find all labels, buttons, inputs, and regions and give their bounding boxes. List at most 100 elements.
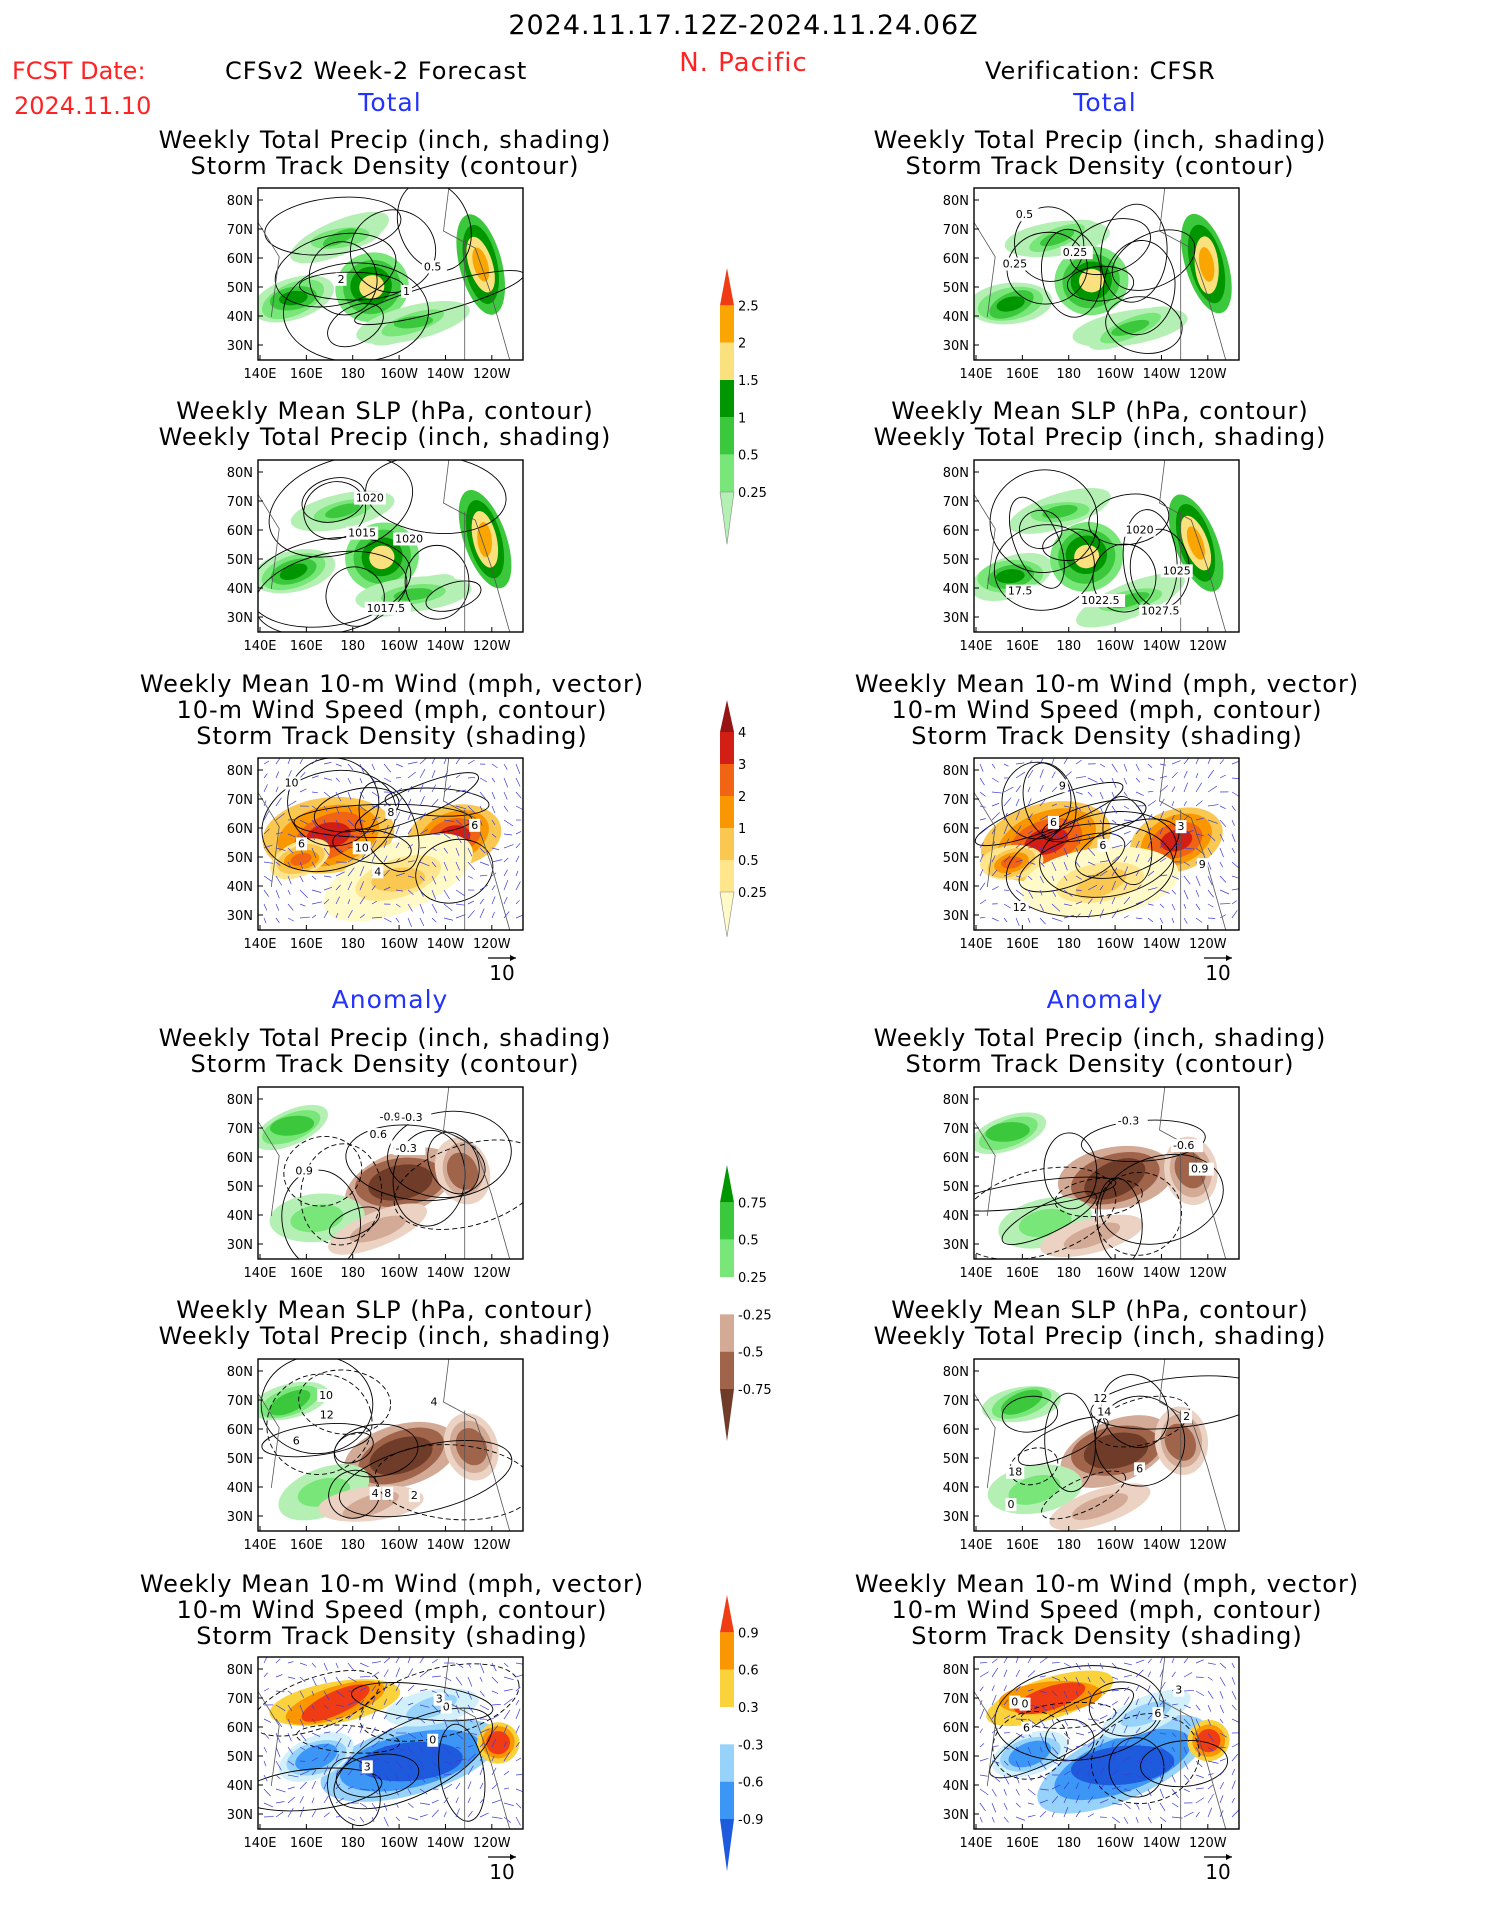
wind-vector [287, 1661, 294, 1664]
contour-label-box [282, 776, 301, 790]
contour-label-box [1005, 1498, 1017, 1512]
contour-label-box [1173, 1683, 1185, 1697]
wind-vector [479, 777, 487, 783]
wind-vector [443, 1797, 449, 1804]
contour-line [354, 270, 523, 326]
wind-vector [1015, 917, 1020, 927]
wind-vector [371, 777, 377, 784]
vector-ref-arrowhead [1226, 955, 1232, 961]
y-tick-label: 80N [943, 194, 969, 209]
wind-vector [1075, 847, 1080, 855]
wind-vector [467, 847, 473, 857]
shading-blob [1024, 827, 1069, 856]
y-tick-label: 40N [227, 310, 253, 325]
wind-vector [275, 1718, 283, 1728]
wind-vector [1147, 777, 1155, 781]
contour-label: 6 [293, 1435, 300, 1448]
wind-vector [479, 908, 485, 919]
panel-title-fc-anom-slp: Weekly Mean SLP (hPa, contour) Weekly Tot… [158, 1296, 612, 1350]
y-tick-label: 50N [943, 281, 969, 296]
wind-vector [347, 867, 355, 877]
contour-line [427, 1131, 480, 1195]
x-tick-label: 120W [473, 937, 511, 952]
wind-vector [1123, 1725, 1128, 1734]
wind-vector [1111, 1786, 1121, 1790]
wind-vector [1135, 853, 1140, 863]
wind-vector [1075, 791, 1083, 795]
wind-vector [431, 847, 437, 851]
contour-label-box [1019, 1697, 1031, 1711]
wind-vector [515, 1674, 523, 1678]
wind-vector [383, 855, 388, 863]
wind-vector [991, 1802, 997, 1813]
wind-vector [1123, 915, 1129, 919]
wind-vector [1123, 896, 1131, 905]
wind-vector [1207, 1760, 1219, 1764]
wind-vector [383, 1746, 390, 1748]
colorbar-segment [720, 860, 734, 892]
colorbar-label: 0.75 [738, 1196, 767, 1211]
wind-vector [1039, 1657, 1048, 1664]
wind-vector [1099, 763, 1106, 768]
wind-vector [1195, 903, 1201, 911]
wind-vector [1003, 812, 1008, 821]
wind-vector [1219, 1758, 1227, 1762]
wind-vector [1075, 1782, 1079, 1790]
vector-ref-label: 10 [1205, 961, 1230, 985]
y-tick-label: 80N [227, 1093, 253, 1108]
wind-vector [467, 1690, 472, 1700]
wind-vector [1171, 760, 1181, 765]
wind-vector [503, 869, 508, 877]
wind-vector [1063, 914, 1075, 919]
wind-vector [1099, 909, 1104, 919]
wind-vector [395, 1696, 404, 1706]
wind-vector [479, 1782, 484, 1790]
contour-line [1108, 1737, 1165, 1798]
wind-vector [479, 791, 486, 799]
wind-vector [1147, 790, 1154, 793]
wind-vector [407, 828, 412, 835]
wind-vector [299, 1662, 308, 1666]
wind-vector [467, 1732, 478, 1735]
wind-vector [1039, 784, 1044, 793]
wind-vector [299, 771, 306, 779]
wind-vector [1159, 827, 1164, 835]
wind-vector [431, 1799, 439, 1804]
wind-vector [1111, 805, 1118, 814]
wind-vector [1039, 1774, 1047, 1780]
wind-vector [1051, 889, 1057, 897]
shading-blob [301, 1684, 370, 1722]
contour-label: 10 [355, 841, 369, 854]
shading-blob [269, 1389, 311, 1416]
wind-vector [979, 1757, 989, 1762]
wind-vector [1195, 833, 1205, 837]
wind-vector [287, 1786, 295, 1790]
wind-vector [455, 1732, 464, 1740]
wind-vector [1207, 1784, 1213, 1790]
wind-vector [443, 1718, 448, 1728]
wind-vector [1231, 1809, 1239, 1818]
x-tick-label: 140W [1143, 937, 1181, 952]
y-tick-label: 40N [943, 1481, 969, 1496]
wind-vector [323, 1812, 330, 1818]
wind-vector [359, 1710, 365, 1720]
wind-vector [1231, 910, 1238, 919]
contour-label: 0.5 [1016, 208, 1034, 221]
wind-vector [1039, 861, 1045, 868]
wind-vector [1039, 917, 1046, 925]
panel-title-vf-total-precip: Weekly Total Precip (inch, shading) Storm… [873, 126, 1327, 180]
wind-vector [359, 819, 366, 822]
x-tick-label: 160W [1096, 1836, 1134, 1851]
wind-vector [1183, 1774, 1190, 1782]
wind-vector [991, 869, 998, 877]
wind-vector [467, 1765, 474, 1776]
contour-label-box [433, 1692, 445, 1706]
wind-vector [1171, 1671, 1176, 1678]
contour-label-box [372, 865, 384, 879]
contour-label: 0 [429, 1734, 436, 1747]
wind-vector [359, 1816, 365, 1823]
wind-vector [335, 1783, 341, 1790]
wind-vector [491, 1738, 497, 1748]
